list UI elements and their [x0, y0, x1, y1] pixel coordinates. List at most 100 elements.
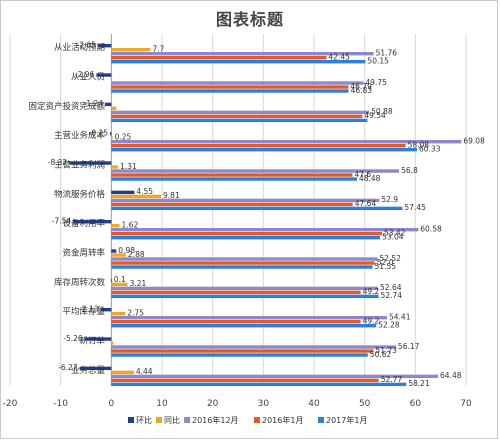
bar — [111, 341, 114, 345]
data-label: 2.88 — [128, 250, 145, 259]
category-label: 主营业务成本 — [54, 130, 106, 141]
bar — [111, 286, 379, 291]
data-label: -2.65 — [77, 41, 97, 50]
data-label: 69.08 — [463, 137, 485, 146]
data-label: -0.25 — [89, 129, 109, 138]
legend-label: 同比 — [164, 415, 180, 425]
legend-swatch — [156, 417, 162, 423]
bar — [111, 253, 126, 257]
bar — [111, 140, 462, 144]
bar — [111, 320, 361, 324]
bar — [111, 110, 370, 115]
data-label: 53.04 — [382, 233, 404, 242]
data-label: 52.52 — [379, 254, 401, 263]
bar — [111, 52, 374, 56]
bar — [111, 353, 368, 357]
bar — [69, 161, 112, 165]
bar — [111, 85, 349, 89]
bar — [111, 148, 418, 152]
bar — [79, 366, 112, 371]
data-label: -7.54 — [52, 217, 72, 226]
bar — [111, 194, 162, 199]
category-label: 业务总量 — [71, 365, 106, 376]
data-label: 47.6 — [355, 170, 372, 179]
category-label: 固定资产投资完成额 — [28, 101, 105, 112]
data-label: 50.88 — [371, 107, 393, 116]
data-label: 52.9 — [381, 195, 398, 204]
chart-title: 图表标题 — [215, 10, 284, 29]
legend-swatch — [254, 417, 260, 423]
bar — [100, 308, 112, 312]
data-label: 52.74 — [381, 291, 403, 300]
bar — [111, 282, 128, 287]
data-label: 4.44 — [136, 367, 153, 376]
bar — [111, 60, 366, 64]
bar — [111, 173, 353, 177]
x-tick-labels: -20 -10 0 10 20 30 40 50 60 70 — [3, 399, 472, 409]
category-label: 物流服务价格 — [54, 189, 106, 200]
data-label: 60.58 — [420, 225, 442, 234]
data-label: -2.13 — [79, 305, 99, 314]
data-label: 51.73 — [375, 346, 397, 355]
data-label: 53.42 — [384, 229, 406, 238]
bar — [111, 232, 382, 236]
data-label: 58.08 — [408, 141, 430, 150]
bar — [111, 261, 375, 265]
data-label: 49.54 — [364, 111, 386, 120]
data-label: 50.15 — [367, 57, 389, 66]
data-label: 9.81 — [163, 191, 180, 200]
bar — [111, 382, 407, 387]
legend-label: 环比 — [136, 415, 152, 425]
category-label: 库存周转次数 — [54, 277, 106, 288]
bar — [111, 118, 368, 123]
bar — [84, 337, 112, 341]
data-label: -2.96 — [75, 70, 95, 79]
bar — [111, 374, 439, 379]
category-label: 平均库存量 — [62, 306, 105, 317]
bar — [111, 144, 406, 148]
data-label: 56.17 — [398, 342, 420, 351]
data-label: 0.1 — [114, 275, 126, 284]
bar — [111, 249, 117, 253]
bar — [111, 236, 381, 240]
bar — [111, 257, 378, 261]
data-labels: -2.65 7.7 51.76 42.45 50.15 -2.96 49.7546.7946… — [48, 41, 485, 389]
category-labels: 从业活动预期从业人员固定资产投资完成额主营业务成本主营业务利润物流服务价格设备利… — [28, 42, 105, 376]
data-label: -1.24 — [84, 99, 104, 108]
data-label: 42.45 — [328, 53, 350, 62]
bar — [97, 44, 112, 48]
bar — [96, 73, 112, 77]
data-label: 49.2 — [363, 287, 380, 296]
data-label: 0.25 — [115, 133, 132, 142]
data-label: 48.48 — [359, 174, 381, 183]
data-label: 3.21 — [130, 279, 147, 288]
bar — [110, 132, 112, 136]
bar — [111, 316, 388, 320]
category-label: 新订单 — [79, 335, 105, 346]
legend-label: 2016年1月 — [262, 415, 303, 425]
bar — [111, 349, 374, 353]
data-label: 54.41 — [389, 313, 411, 322]
bar — [105, 102, 112, 107]
bar — [111, 378, 379, 383]
x-tick-label: 60 — [410, 399, 422, 409]
x-tick-label: 40 — [308, 399, 320, 409]
bar — [111, 48, 151, 52]
bar — [111, 202, 353, 207]
x-tick-label: 30 — [258, 399, 270, 409]
data-label: 64.48 — [440, 371, 462, 380]
bar — [111, 206, 403, 211]
legend-swatch — [128, 417, 134, 423]
category-label: 主营业务利润 — [54, 159, 105, 170]
bar — [111, 190, 135, 195]
bar — [111, 81, 364, 85]
data-label: 51.76 — [376, 49, 398, 58]
legend-swatch — [184, 417, 190, 423]
data-label: 51.55 — [375, 262, 397, 271]
bar — [111, 198, 380, 203]
data-label: 50.62 — [370, 350, 392, 359]
data-label: 60.33 — [419, 145, 441, 154]
bar — [111, 177, 357, 181]
